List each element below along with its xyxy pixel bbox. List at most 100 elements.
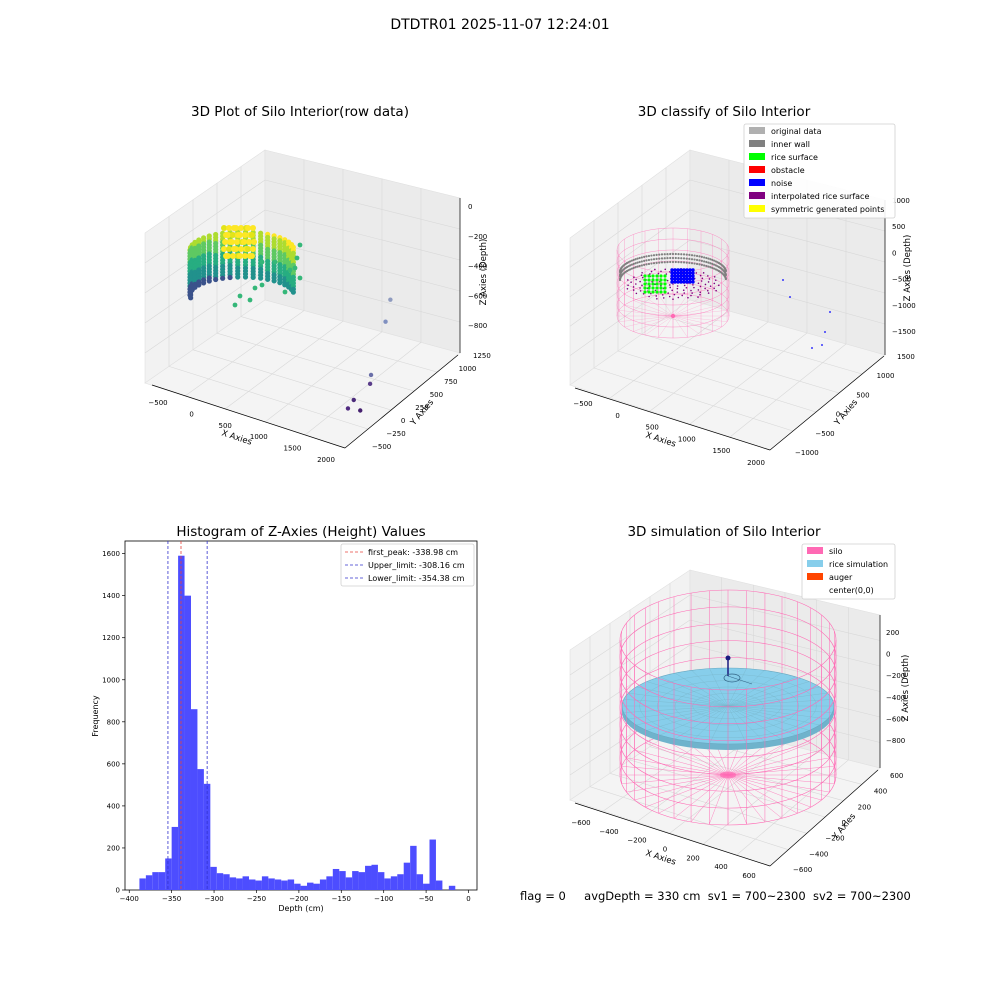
raw-point xyxy=(271,278,277,284)
classify-wall-point xyxy=(707,265,710,268)
raw-point xyxy=(238,225,244,231)
classify-interp-point xyxy=(695,272,698,274)
classify-interp-point xyxy=(657,272,660,275)
classify-wall-point xyxy=(645,259,648,262)
classify-noise-point xyxy=(685,271,689,275)
raw-z-tick-label: −200 xyxy=(468,233,487,241)
raw-point xyxy=(238,246,244,252)
hist-bar xyxy=(319,879,327,890)
hist-xtick-label: −400 xyxy=(120,895,139,903)
classify-noise-point xyxy=(824,331,826,333)
grid-line xyxy=(264,331,383,423)
raw-point xyxy=(241,239,247,245)
classify-cylinder-spoke xyxy=(672,296,702,317)
sim-x-tick-label: −400 xyxy=(599,828,618,836)
classify-wall-point xyxy=(632,262,635,266)
raw-point xyxy=(287,267,293,273)
hist-ytick-label: 800 xyxy=(107,718,120,726)
raw-point xyxy=(250,246,256,252)
classify-noise-point xyxy=(673,271,677,275)
classify-wall-point xyxy=(666,256,669,260)
status-line: flag = 0 avgDepth = 330 cm sv1 = 700~230… xyxy=(520,889,911,903)
classify-noise-point xyxy=(670,280,674,284)
classify-wall-point xyxy=(655,253,658,256)
classify-noise-point xyxy=(685,280,689,284)
classify-interp-point xyxy=(655,295,658,297)
classify-interp-point xyxy=(691,292,693,294)
hist-bar xyxy=(287,879,295,890)
classify-interp-point xyxy=(697,282,700,285)
grid-line xyxy=(689,239,886,294)
classify-interp-point xyxy=(654,289,657,292)
raw-point xyxy=(237,232,243,238)
classify-interp-point xyxy=(690,294,692,297)
classify-wall-point xyxy=(685,253,688,256)
sim-silo-spoke xyxy=(727,774,822,801)
classify-rice-point xyxy=(651,282,655,286)
classify-wall-point xyxy=(650,262,653,265)
raw-z-tick-label: −400 xyxy=(468,263,487,271)
classify-interp-point xyxy=(706,289,709,292)
hist-legend: first_peak: -338.98 cm Upper_limit: -308.… xyxy=(340,543,475,587)
classify-wall-point xyxy=(652,262,656,265)
classify-rice-point xyxy=(663,274,667,278)
classify-wall-point xyxy=(703,256,706,259)
sim-y-tick-label: 400 xyxy=(874,788,887,796)
raw-z-tick-label: 0 xyxy=(468,203,472,211)
classify-interp-point xyxy=(665,273,668,275)
hist-bar xyxy=(397,874,404,890)
hist-bar xyxy=(210,866,217,890)
raw-point xyxy=(196,282,202,288)
classify-legend-swatch xyxy=(749,166,765,173)
raw-point xyxy=(220,275,226,281)
classify-legend: original data inner wall rice surface obsta… xyxy=(743,123,896,219)
raw-outlier-point xyxy=(351,397,356,403)
classify-interp-point xyxy=(677,296,680,299)
classify-wall-point xyxy=(688,257,691,260)
sim-x-tick-label: 600 xyxy=(742,872,755,880)
classify-interp-point xyxy=(673,293,676,296)
raw-x-tick-label: −500 xyxy=(148,399,167,407)
raw-point xyxy=(227,274,233,281)
classify-wall-point xyxy=(674,252,677,256)
classify-interp-point xyxy=(693,286,695,289)
sim-y-tick-label: −400 xyxy=(809,850,828,858)
classify-wall-point xyxy=(666,252,669,256)
status-sv2: sv2 = 700~2300 xyxy=(812,889,911,903)
classify-rice-point xyxy=(647,282,651,286)
raw-point xyxy=(237,253,243,259)
sim-y-tick-label: −600 xyxy=(793,866,812,874)
grid-line xyxy=(264,209,461,261)
panel-classify-3d: 3D classify of Silo Interior −500 0 500 100… xyxy=(569,104,916,467)
classify-noise-point xyxy=(670,274,674,278)
classify-legend-swatch xyxy=(749,153,765,160)
classify-noise-point xyxy=(676,268,680,272)
hist-bar xyxy=(332,868,340,890)
sim-silo-spoke xyxy=(634,774,729,801)
hist-bar xyxy=(184,595,191,890)
classify-rice-point xyxy=(659,282,663,286)
classify-rice-point xyxy=(651,274,655,278)
classify-wall-point xyxy=(669,252,672,256)
raw-y-tick-label: 0 xyxy=(401,417,405,425)
classify-noise-point xyxy=(670,271,674,275)
hist-bar xyxy=(216,873,224,890)
hist-xtick-label: −50 xyxy=(419,895,434,903)
sim-auger xyxy=(723,655,753,685)
classify-wall-point xyxy=(677,252,680,256)
classify-cylinder-spoke xyxy=(658,315,674,338)
sim-title: 3D simulation of Silo Interior xyxy=(627,524,821,540)
sim-silo-spoke xyxy=(727,742,811,776)
raw-point xyxy=(246,239,252,245)
raw-point xyxy=(252,285,258,291)
classify-interp-point xyxy=(630,281,632,283)
classify-wall-point xyxy=(645,255,648,258)
hist-bar xyxy=(236,878,243,890)
grid-line xyxy=(569,209,691,298)
classify-cylinder-spoke xyxy=(633,315,674,332)
classify-rice-point xyxy=(655,278,659,282)
classify-interp-point xyxy=(715,289,717,292)
classify-wall-point xyxy=(709,262,712,265)
classify-wall-point xyxy=(652,258,656,261)
classify-wall-point xyxy=(682,253,686,256)
